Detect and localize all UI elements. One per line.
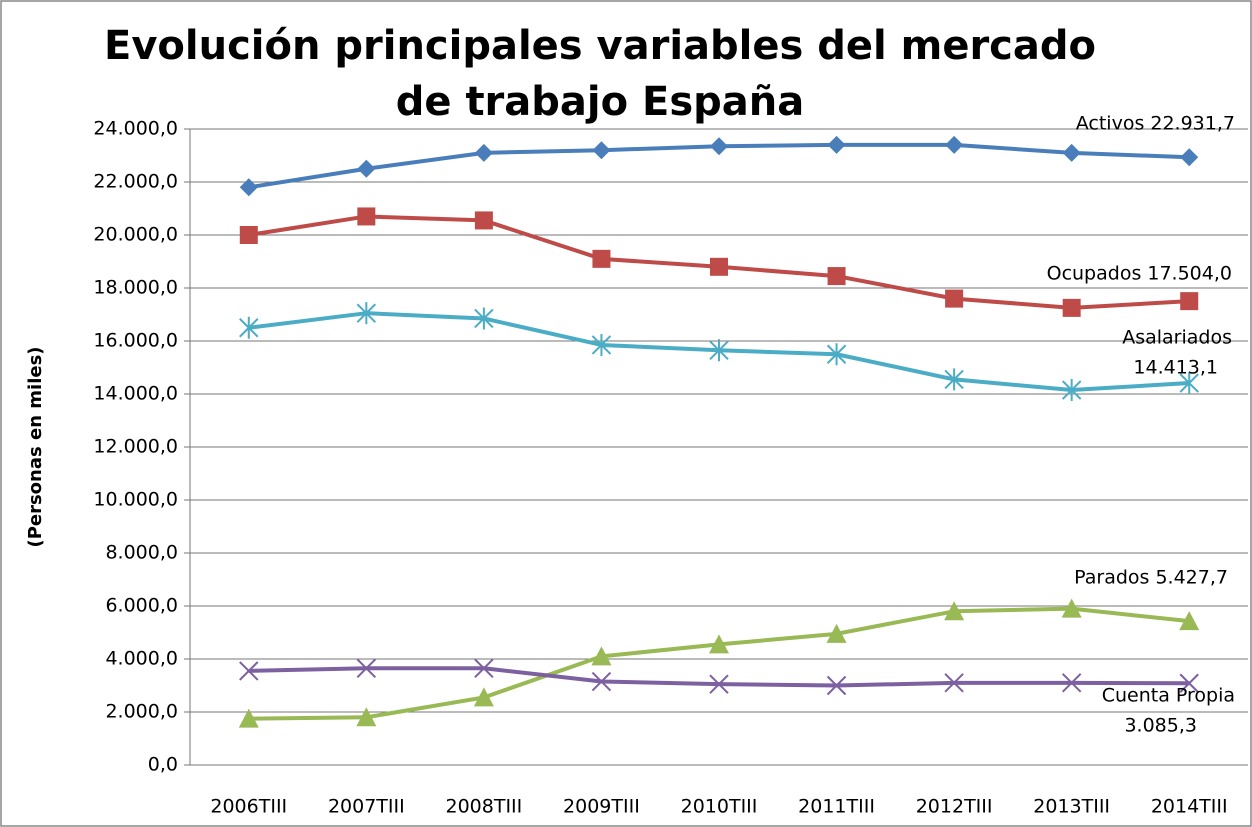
y-axis-label: (Personas en miles) xyxy=(25,346,46,547)
marker xyxy=(591,333,612,356)
marker xyxy=(592,141,611,160)
marker xyxy=(1061,673,1082,693)
marker xyxy=(827,135,846,154)
marker xyxy=(1180,292,1199,311)
marker xyxy=(709,339,729,362)
marker xyxy=(1179,372,1199,395)
x-tick-label: 2007TIII xyxy=(328,796,405,818)
marker xyxy=(591,671,612,692)
marker xyxy=(944,673,964,693)
marker xyxy=(592,249,611,268)
marker xyxy=(356,707,377,727)
marker xyxy=(1061,379,1082,402)
marker xyxy=(1062,298,1081,317)
x-tick-label: 2006TIII xyxy=(210,796,287,818)
y-tick-label: 24.000,0 xyxy=(93,118,178,140)
marker xyxy=(474,211,493,230)
marker xyxy=(239,661,259,681)
marker xyxy=(709,634,729,654)
y-tick-label: 4.000,0 xyxy=(105,648,178,670)
marker xyxy=(591,646,612,666)
marker xyxy=(710,137,728,156)
marker xyxy=(1179,673,1199,693)
y-tick-label: 10.000,0 xyxy=(93,489,178,511)
marker xyxy=(826,675,847,696)
marker xyxy=(239,178,258,197)
annotation: 3.085,3 xyxy=(1124,715,1197,737)
marker xyxy=(945,135,964,154)
annotation: Cuenta Propia xyxy=(1102,685,1235,707)
y-tick-label: 8.000,0 xyxy=(105,542,178,564)
chart-title: de trabajo España xyxy=(396,79,805,125)
x-tick-label: 2013TIII xyxy=(1033,796,1110,818)
marker xyxy=(473,687,494,707)
x-tick-label: 2010TIII xyxy=(681,796,758,818)
y-tick-label: 14.000,0 xyxy=(93,383,178,405)
marker xyxy=(474,143,493,162)
marker xyxy=(827,267,846,286)
marker xyxy=(826,623,847,643)
marker xyxy=(944,601,965,621)
marker xyxy=(239,226,258,244)
annotation: Asalariados xyxy=(1122,327,1232,349)
x-tick-label: 2014TIII xyxy=(1151,796,1228,818)
marker xyxy=(357,159,376,178)
marker xyxy=(474,658,494,678)
y-tick-label: 18.000,0 xyxy=(93,277,178,299)
marker xyxy=(709,674,729,694)
annotation: Parados 5.427,7 xyxy=(1074,567,1228,589)
x-tick-label: 2009TIII xyxy=(563,796,640,818)
marker xyxy=(944,368,964,391)
marker xyxy=(710,257,728,276)
y-tick-label: 16.000,0 xyxy=(93,330,178,352)
marker xyxy=(356,658,377,678)
marker xyxy=(238,708,259,728)
marker xyxy=(826,343,847,366)
marker xyxy=(239,316,259,339)
marker xyxy=(1061,598,1082,618)
marker xyxy=(1180,148,1199,167)
annotation: Ocupados 17.504,0 xyxy=(1047,263,1232,285)
x-tick-label: 2011TIII xyxy=(798,796,875,818)
x-tick-label: 2012TIII xyxy=(916,796,993,818)
y-tick-label: 22.000,0 xyxy=(93,171,178,193)
y-tick-label: 6.000,0 xyxy=(105,595,178,617)
chart-title: Evolución principales variables del merc… xyxy=(104,23,1096,69)
y-tick-label: 2.000,0 xyxy=(105,701,178,723)
marker xyxy=(356,302,377,325)
annotation: 14.413,1 xyxy=(1133,357,1218,379)
y-tick-label: 0,0 xyxy=(148,754,178,776)
marker xyxy=(357,207,376,226)
x-tick-label: 2008TIII xyxy=(445,796,522,818)
y-tick-label: 12.000,0 xyxy=(93,436,178,458)
marker xyxy=(945,289,964,308)
marker xyxy=(1062,143,1081,162)
annotation: Activos 22.931,7 xyxy=(1076,113,1235,135)
marker xyxy=(474,307,494,330)
marker xyxy=(1179,611,1200,631)
y-tick-label: 20.000,0 xyxy=(93,224,178,246)
